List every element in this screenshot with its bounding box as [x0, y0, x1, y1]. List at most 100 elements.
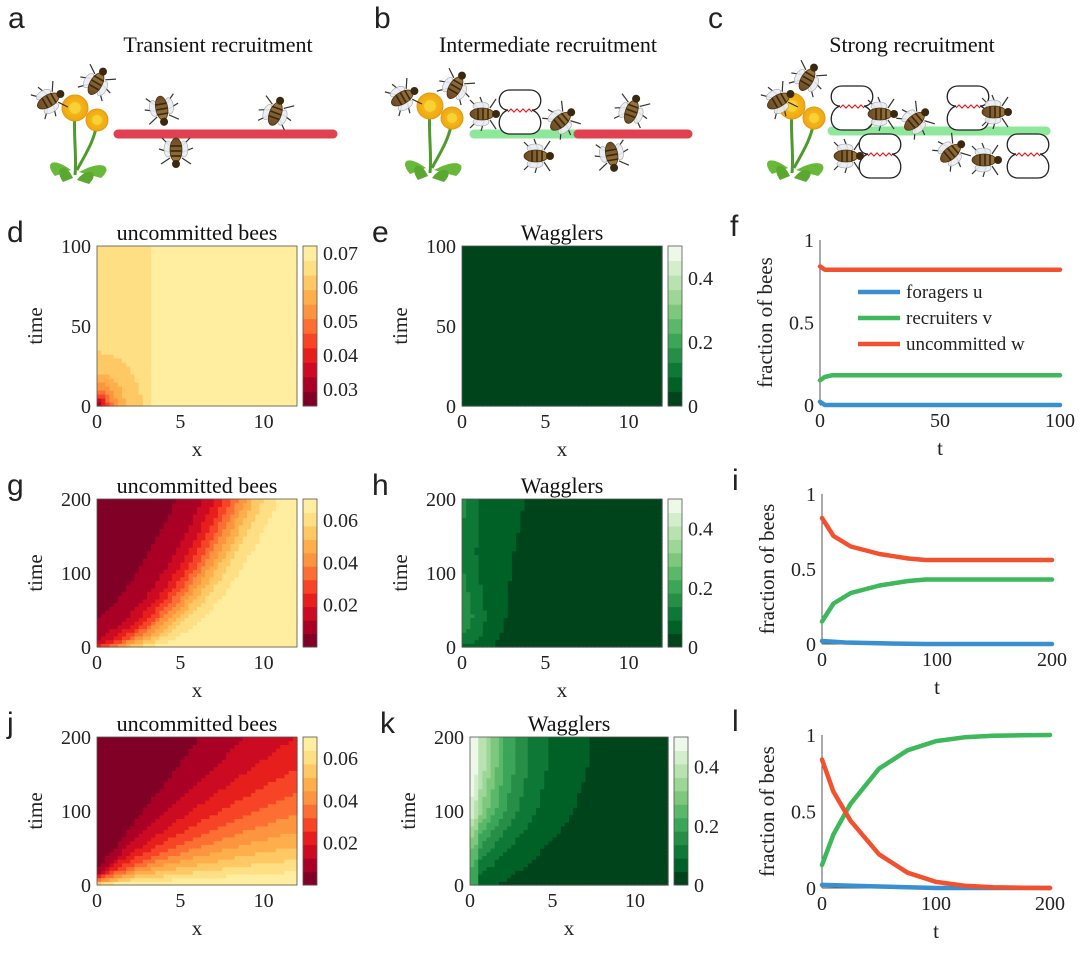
heatmap-cell: [138, 513, 144, 519]
heatmap-cell: [117, 254, 123, 259]
heatmap-cell: [172, 536, 177, 541]
heatmap-cell: [516, 378, 521, 383]
heatmap-cell: [130, 342, 136, 347]
heatmap-cell: [105, 591, 111, 596]
heatmap-cell: [151, 394, 156, 399]
heatmap-cell: [184, 290, 190, 295]
heatmap-cell: [205, 386, 211, 391]
heatmap-cell: [632, 342, 638, 347]
heatmap-cell: [242, 330, 248, 335]
heatmap-cell: [142, 370, 148, 375]
heatmap-cell: [109, 374, 115, 379]
heatmap-cell: [276, 362, 281, 367]
heatmap-cell: [607, 290, 613, 295]
heatmap-cell: [176, 298, 181, 303]
heatmap-cell: [570, 246, 576, 251]
heatmap-cell: [255, 334, 261, 339]
heatmap-cell: [545, 250, 551, 255]
heatmap-cell: [462, 386, 467, 391]
heatmap-cell: [612, 318, 617, 323]
heatmap-cell: [284, 254, 290, 259]
heatmap-cell: [553, 386, 559, 391]
heatmap-cell: [155, 543, 161, 548]
heatmap-cell: [126, 286, 131, 291]
heatmap-cell: [180, 499, 186, 504]
heatmap-cell: [201, 306, 206, 311]
heatmap-cell: [201, 402, 206, 407]
heatmap-cell: [487, 350, 492, 355]
heatmap-cell: [188, 587, 194, 593]
heatmap-cell: [607, 266, 613, 271]
heatmap-cell: [557, 270, 563, 275]
heatmap-cell: [620, 246, 626, 251]
heatmap-cell: [491, 290, 496, 295]
heatmap-cell: [247, 306, 252, 311]
heatmap-cell: [172, 398, 177, 403]
heatmap-cell: [474, 294, 480, 299]
heatmap-cell: [117, 402, 123, 407]
heatmap-cell: [599, 342, 605, 347]
heatmap-cell: [645, 398, 651, 403]
heatmap-cell: [649, 362, 655, 367]
heatmap-cell: [649, 254, 655, 259]
heatmap-cell: [487, 294, 492, 299]
heatmap-cell: [238, 302, 244, 307]
heatmap-cell: [537, 374, 542, 379]
heatmap-cell: [267, 306, 273, 311]
heatmap-cell: [637, 386, 642, 391]
heatmap-cell: [97, 338, 102, 343]
heatmap-cell: [213, 370, 219, 375]
heatmap-cell: [541, 246, 546, 251]
heatmap-cell: [184, 294, 190, 299]
heatmap-cell: [209, 366, 215, 371]
heatmap-cell: [197, 282, 202, 287]
heatmap-cell: [263, 270, 269, 275]
heatmap-cell: [251, 334, 256, 339]
heatmap-cell: [528, 270, 534, 275]
heatmap-cell: [163, 390, 169, 395]
heatmap-cell: [101, 378, 106, 383]
heatmap-cell: [101, 561, 106, 567]
heatmap-cell: [226, 370, 231, 375]
heatmap-cell: [251, 386, 256, 391]
heatmap-cell: [234, 350, 240, 355]
heatmap-cell: [607, 378, 613, 383]
heatmap-cell: [284, 290, 290, 295]
heatmap-cell: [113, 635, 119, 641]
heatmap-cell: [520, 318, 526, 323]
heatmap-cell: [292, 338, 298, 343]
heatmap-cell: [134, 517, 140, 522]
heatmap-cell: [470, 266, 476, 271]
heatmap-cell: [176, 632, 181, 637]
series-line-2: [817, 264, 1063, 272]
heatmap-cell: [126, 346, 131, 351]
colorbar-tick-label: 0.03: [323, 379, 358, 401]
heatmap-cell: [503, 314, 509, 319]
heatmap-cell: [234, 390, 240, 395]
heatmap-cell: [570, 350, 576, 355]
heatmap-cell: [632, 370, 638, 375]
heatmap-cell: [628, 302, 634, 307]
colorbar-band: [668, 347, 682, 363]
heatmap-cell: [603, 262, 609, 267]
heatmap-cell: [495, 282, 501, 287]
heatmap-cell: [101, 499, 106, 504]
heatmap-cell: [607, 386, 613, 391]
heatmap-cell: [247, 246, 252, 251]
heatmap-cell: [541, 382, 546, 387]
heatmap-cell: [272, 246, 277, 251]
heatmap-cell: [155, 394, 161, 399]
heatmap-cell: [192, 374, 198, 379]
heatmap-cell: [649, 274, 655, 279]
heatmap-cell: [247, 278, 252, 283]
heatmap-cell: [242, 402, 248, 407]
heatmap-cell: [578, 286, 584, 291]
heatmap-cell: [603, 270, 609, 275]
heatmap-cell: [138, 561, 144, 567]
heatmap-cell: [562, 330, 567, 335]
heatmap-cell: [159, 554, 165, 559]
heatmap-cell: [138, 598, 144, 604]
heatmap-cell: [217, 310, 223, 315]
heatmap-cell: [272, 290, 277, 295]
heatmap-cell: [487, 314, 492, 319]
